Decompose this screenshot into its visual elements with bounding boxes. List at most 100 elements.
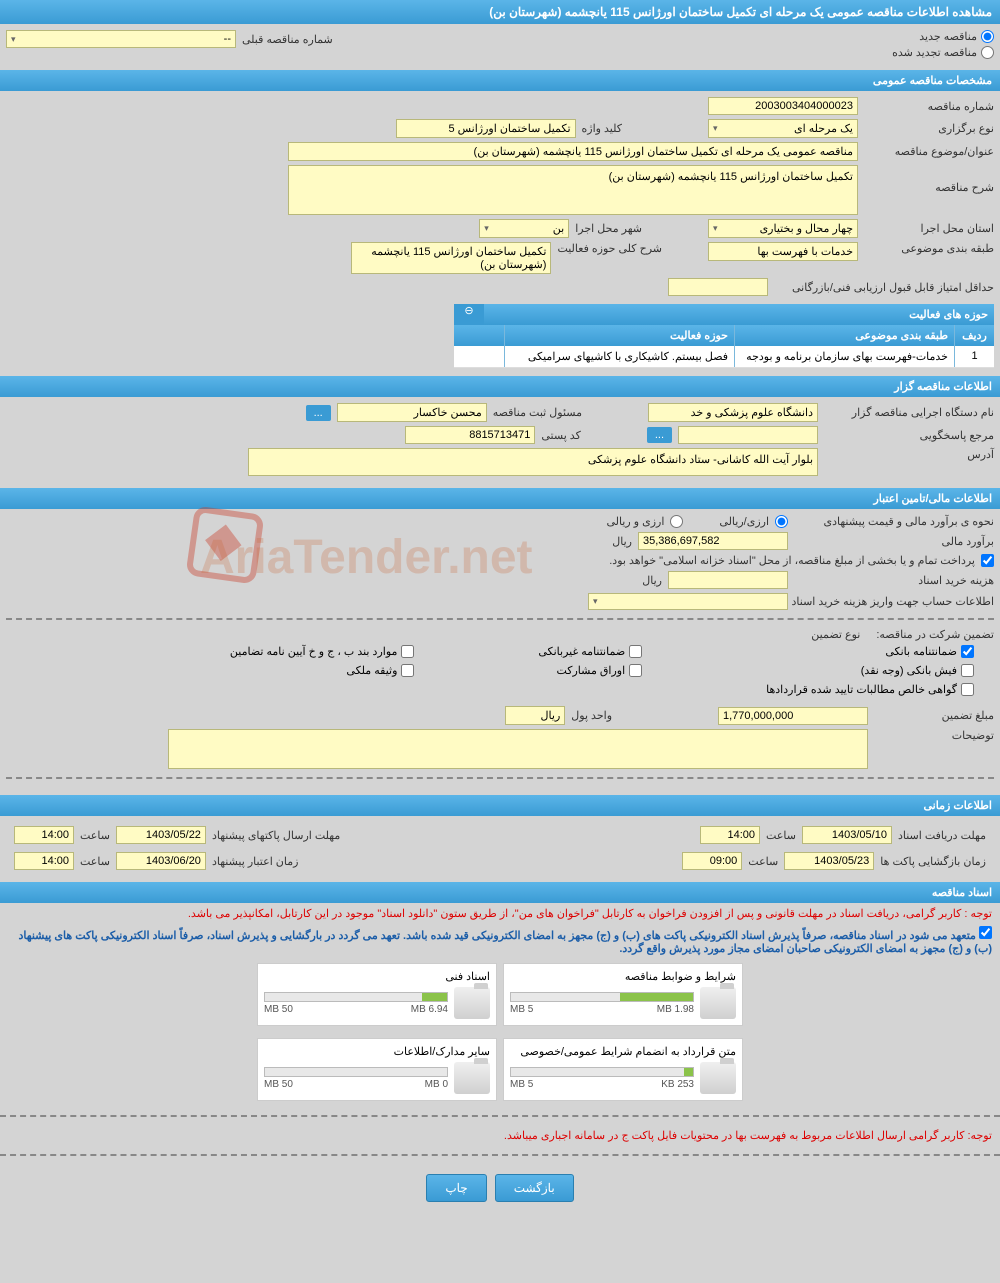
packet-send-time: 14:00 bbox=[14, 826, 74, 844]
receive-deadline-date: 1403/05/10 bbox=[802, 826, 892, 844]
doc-card[interactable]: اسناد فنی 6.94 MB 50 MB bbox=[257, 963, 497, 1026]
doc-note-2: متعهد می شود در اسناد مناقصه، صرفاً پذیر… bbox=[0, 924, 1000, 957]
chk-bonds[interactable] bbox=[629, 664, 642, 677]
td-category: خدمات-فهرست بهای سازمان برنامه و بودجه bbox=[734, 346, 954, 367]
th-idx: ردیف bbox=[954, 325, 994, 346]
postal-label: کد پستی bbox=[541, 429, 580, 442]
account-dropdown[interactable]: ▾ bbox=[588, 593, 788, 610]
city-dropdown[interactable]: بن ▾ bbox=[479, 219, 569, 238]
rial-unit: ریال bbox=[612, 535, 632, 548]
commitment-checkbox[interactable] bbox=[979, 926, 992, 939]
treasury-checkbox[interactable] bbox=[981, 554, 994, 567]
subject-field[interactable]: مناقصه عمومی یک مرحله ای تکمیل ساختمان ا… bbox=[288, 142, 858, 161]
open-time: 09:00 bbox=[682, 852, 742, 870]
prev-tender-dropdown[interactable]: -- ▾ bbox=[6, 30, 236, 48]
participation-label: تضمین شرکت در مناقصه: bbox=[876, 628, 994, 641]
chevron-down-icon: ▾ bbox=[11, 34, 16, 45]
receive-deadline-label: مهلت دریافت اسناد bbox=[898, 829, 986, 842]
doc-used: 6.94 MB bbox=[411, 1004, 448, 1015]
button-bar: بازگشت چاپ bbox=[0, 1164, 1000, 1212]
radio-rial[interactable] bbox=[775, 515, 788, 528]
commitment-text: متعهد می شود در اسناد مناقصه، صرفاً پذیر… bbox=[19, 930, 992, 955]
subject-label: عنوان/موضوع مناقصه bbox=[864, 145, 994, 158]
min-score-label: حداقل امتیاز قابل قبول ارزیابی فنی/بازرگ… bbox=[774, 281, 994, 294]
reference-field bbox=[678, 426, 818, 444]
open-date: 1403/05/23 bbox=[784, 852, 874, 870]
doc-cards: شرایط و ضوابط مناقصه 1.98 MB5 MB اسناد ف… bbox=[0, 957, 1000, 1107]
time-label-3: ساعت bbox=[748, 855, 778, 868]
keyword-field[interactable]: تکمیل ساختمان اورژانس 5 bbox=[396, 119, 576, 138]
guarantee-amount-label: مبلغ تضمین bbox=[874, 709, 994, 722]
rial-option-label: ارزی/ریالی bbox=[719, 515, 769, 528]
th-activity: حوزه فعالیت bbox=[504, 325, 734, 346]
packet-send-date: 1403/05/22 bbox=[116, 826, 206, 844]
chevron-down-icon: ▾ bbox=[484, 223, 489, 234]
min-score-field[interactable] bbox=[668, 278, 768, 296]
reference-more-button[interactable]: ... bbox=[647, 427, 672, 443]
money-unit-field: ریال bbox=[505, 706, 565, 725]
section-financial: اطلاعات مالی/تامین اعتبار bbox=[0, 488, 1000, 509]
chk-bank-label: ضمانتنامه بانکی bbox=[885, 645, 957, 658]
time-label-1: ساعت bbox=[766, 829, 796, 842]
chk-nonbank[interactable] bbox=[629, 645, 642, 658]
section-general: مشخصات مناقصه عمومی bbox=[0, 70, 1000, 91]
chk-bylaws-label: موارد بند ب ، ج و خ آیین نامه تضامین bbox=[230, 645, 397, 658]
radio-new-tender[interactable] bbox=[981, 30, 994, 43]
td-activity: فصل بیستم. کاشیکاری با کاشیهای سرامیکی bbox=[504, 346, 734, 367]
holding-type-dropdown[interactable]: یک مرحله ای ▾ bbox=[708, 119, 858, 138]
doc-cost-field[interactable] bbox=[668, 571, 788, 589]
folder-icon bbox=[700, 1062, 736, 1094]
doc-max: 50 MB bbox=[264, 1079, 293, 1090]
validity-date: 1403/06/20 bbox=[116, 852, 206, 870]
doc-used: 253 KB bbox=[661, 1079, 694, 1090]
more-button[interactable]: ... bbox=[306, 405, 331, 421]
radio-currency[interactable] bbox=[670, 515, 683, 528]
progress-bar bbox=[264, 1067, 448, 1077]
doc-card-title: اسناد فنی bbox=[264, 970, 490, 983]
address-field: بلوار آیت الله کاشانی- ستاد دانشگاه علوم… bbox=[248, 448, 818, 476]
collapse-icon[interactable]: ⊖ bbox=[454, 304, 484, 325]
chk-bank[interactable] bbox=[961, 645, 974, 658]
doc-max: 50 MB bbox=[264, 1004, 293, 1015]
guarantee-grid: ضمانتنامه بانکی ضمانتنامه غیربانکی موارد… bbox=[6, 645, 974, 696]
radio-renewed-tender[interactable] bbox=[981, 46, 994, 59]
doc-card-title: متن قرارداد به انضمام شرایط عمومی/خصوصی bbox=[510, 1045, 736, 1058]
exec-field: دانشگاه علوم پزشکی و خد bbox=[648, 403, 818, 422]
validity-time: 14:00 bbox=[14, 852, 74, 870]
chk-cash-label: فیش بانکی (وجه نقد) bbox=[861, 664, 957, 677]
doc-used: 0 MB bbox=[425, 1079, 448, 1090]
chk-property[interactable] bbox=[401, 664, 414, 677]
prev-tender-label: شماره مناقصه قبلی bbox=[242, 33, 333, 46]
print-button[interactable]: چاپ bbox=[426, 1174, 486, 1202]
city-value: بن bbox=[553, 222, 564, 235]
desc-field[interactable]: تکمیل ساختمان اورژانس 115 یانچشمه (شهرست… bbox=[288, 165, 858, 215]
category-field: خدمات با فهرست بها bbox=[708, 242, 858, 261]
radio-new-label: مناقصه جدید bbox=[919, 30, 977, 43]
guarantee-amount-field: 1,770,000,000 bbox=[718, 707, 868, 725]
notes-field[interactable] bbox=[168, 729, 868, 769]
chk-bonds-label: اوراق مشارکت bbox=[556, 664, 625, 677]
chk-cash[interactable] bbox=[961, 664, 974, 677]
validity-label: زمان اعتبار پیشنهاد bbox=[212, 855, 299, 868]
doc-card[interactable]: شرایط و ضوابط مناقصه 1.98 MB5 MB bbox=[503, 963, 743, 1026]
doc-card[interactable]: متن قرارداد به انضمام شرایط عمومی/خصوصی … bbox=[503, 1038, 743, 1101]
treasury-note: پرداخت تمام و یا بخشی از مبلغ مناقصه، از… bbox=[609, 554, 975, 567]
province-dropdown[interactable]: چهار محال و بختیاری ▾ bbox=[708, 219, 858, 238]
doc-used: 1.98 MB bbox=[657, 1004, 694, 1015]
chk-bylaws[interactable] bbox=[401, 645, 414, 658]
section-timing: اطلاعات زمانی bbox=[0, 795, 1000, 816]
separator bbox=[6, 618, 994, 620]
back-button[interactable]: بازگشت bbox=[495, 1174, 574, 1202]
notes-label: توضیحات bbox=[874, 729, 994, 742]
folder-icon bbox=[700, 987, 736, 1019]
chk-claims[interactable] bbox=[961, 683, 974, 696]
chevron-down-icon: ▾ bbox=[713, 223, 718, 234]
keyword-label: کلید واژه bbox=[582, 122, 622, 135]
holding-type-label: نوع برگزاری bbox=[864, 122, 994, 135]
exec-label: نام دستگاه اجرایی مناقصه گزار bbox=[824, 406, 994, 419]
account-label: اطلاعات حساب جهت واریز هزینه خرید اسناد bbox=[794, 595, 994, 608]
doc-card[interactable]: سایر مدارک/اطلاعات 0 MB50 MB bbox=[257, 1038, 497, 1101]
money-unit-label: واحد پول bbox=[571, 709, 612, 722]
separator bbox=[6, 777, 994, 779]
address-label: آدرس bbox=[824, 448, 994, 461]
